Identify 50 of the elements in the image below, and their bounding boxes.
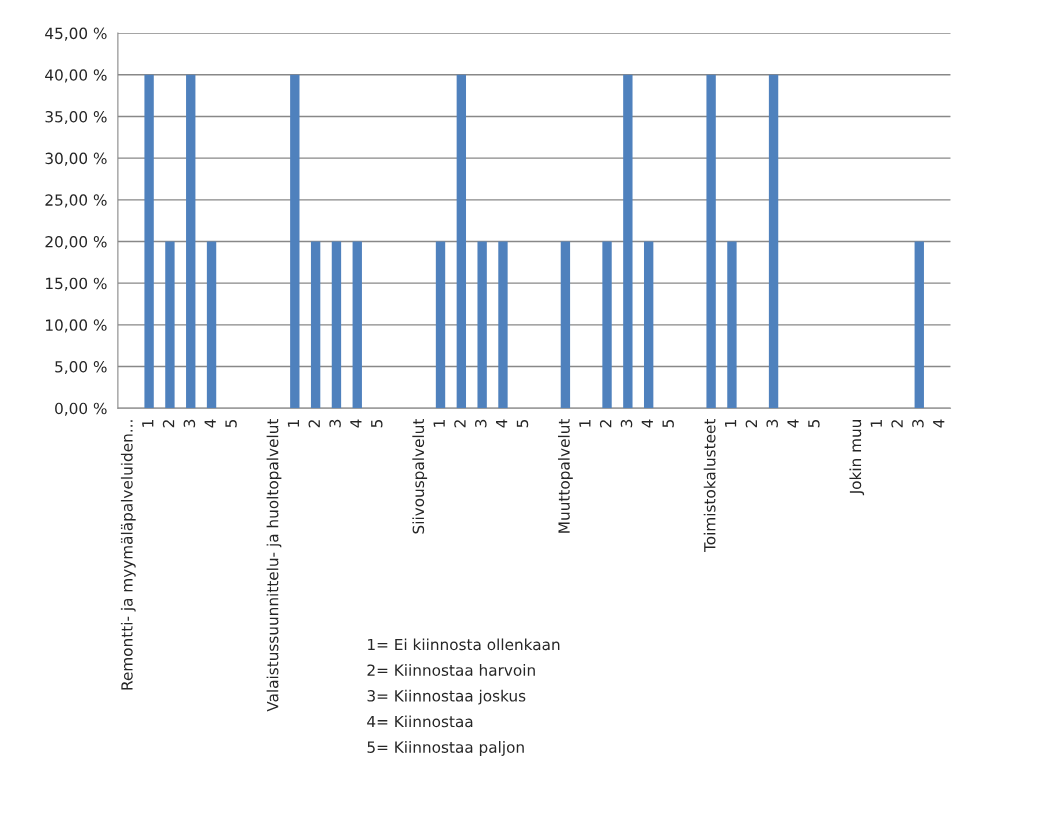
text: 1= Ei kiinnosta ollenkaan bbox=[368, 638, 560, 651]
x-tick-label: 4 bbox=[787, 419, 799, 428]
y-tick-label: 35,00 % bbox=[45, 110, 107, 125]
x-tick-label: 2 bbox=[308, 420, 320, 428]
x-tick-label: 5 bbox=[225, 419, 237, 428]
x-tick-label: 2 bbox=[454, 420, 466, 428]
x-tick-label: 1 bbox=[725, 420, 737, 427]
y-tick-label: 10,00 % bbox=[46, 319, 107, 333]
y-tick-label: 0,00 % bbox=[55, 402, 107, 416]
x-tick-label: 2 bbox=[891, 420, 903, 428]
x-tick-label: 4 bbox=[496, 419, 508, 428]
x-tick-label: 5 bbox=[662, 419, 674, 428]
x-tick-label: Siivouspalvelut bbox=[412, 418, 428, 534]
y-tick-label: 45,00 % bbox=[45, 27, 107, 41]
y-tick-label: 25,00 % bbox=[45, 194, 107, 208]
x-tick-label: 2 bbox=[162, 420, 175, 428]
x-tick-label: 5 bbox=[371, 419, 383, 428]
y-tick-label: 15,00 % bbox=[46, 277, 107, 291]
x-tick-label: 3 bbox=[912, 419, 924, 428]
x-tick-label: 2 bbox=[599, 420, 612, 428]
x-tick-label: Remontti- ja myymäläpalveluiden... bbox=[120, 420, 136, 690]
text: 2= Kiinnostaa harvoin bbox=[367, 664, 535, 676]
x-tick-label: 4 bbox=[933, 419, 945, 428]
x-tick-label: 3 bbox=[329, 419, 341, 428]
x-tick-label: Valaistussuunnittelu- ja huoltopalvelut bbox=[266, 418, 282, 712]
y-tick-label: 20,00 % bbox=[45, 235, 107, 250]
y-tick-label: 30,00 % bbox=[45, 152, 107, 166]
x-tick-label: 1 bbox=[870, 420, 882, 427]
x-tick-label: 4 bbox=[641, 419, 653, 428]
text: 4= Kiinnostaa bbox=[367, 715, 473, 728]
text: 3= Kiinnostaa joskus bbox=[367, 689, 526, 705]
x-tick-label: 3 bbox=[620, 419, 633, 428]
x-tick-label: 3 bbox=[475, 419, 487, 428]
x-tick-label: 4 bbox=[350, 419, 362, 428]
x-tick-label: 4 bbox=[204, 419, 216, 428]
x-tick-label: 5 bbox=[808, 419, 820, 428]
x-tick-label: 3 bbox=[766, 419, 778, 428]
x-tick-label: 5 bbox=[516, 419, 529, 428]
x-tick-label: 1 bbox=[142, 420, 154, 427]
x-tick-label: Toimistokalusteet bbox=[703, 418, 716, 553]
text: 5= Kiinnostaa paljon bbox=[367, 741, 524, 756]
x-tick-label: Jokin muu bbox=[849, 420, 865, 496]
x-tick-label: 1 bbox=[433, 420, 445, 427]
y-tick-label: 5,00 % bbox=[55, 360, 107, 375]
x-tick-label: 1 bbox=[579, 420, 591, 427]
x-tick-label: 1 bbox=[287, 420, 300, 427]
x-tick-label: 3 bbox=[183, 419, 196, 428]
x-tick-label: 2 bbox=[745, 420, 757, 428]
x-tick-label: Muuttopalvelut bbox=[558, 418, 573, 533]
y-tick-label: 40,00 % bbox=[45, 69, 107, 83]
